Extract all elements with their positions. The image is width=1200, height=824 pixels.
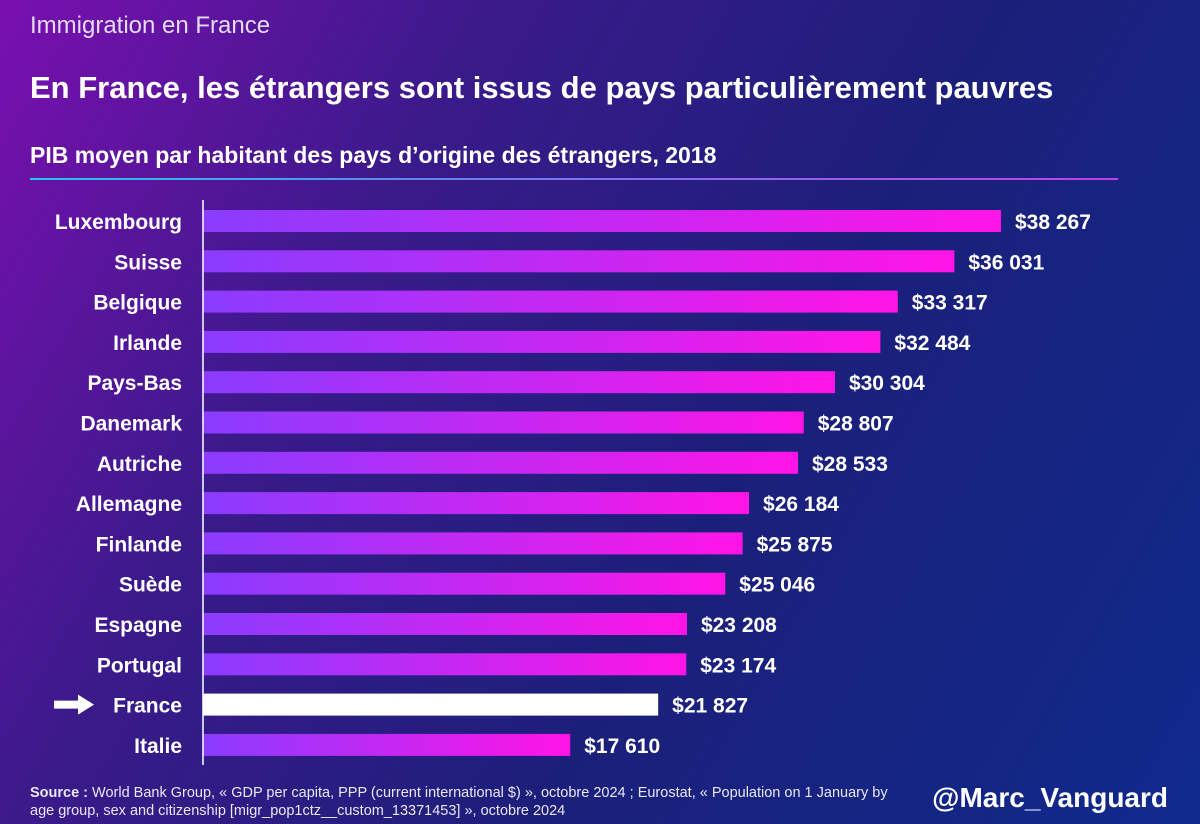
- value-label: $25 046: [739, 574, 815, 597]
- bar: [203, 411, 804, 434]
- bar: [203, 330, 881, 353]
- bar: [203, 250, 955, 273]
- bar: [203, 733, 571, 756]
- category-label: Pays-Bas: [87, 372, 182, 395]
- chart-title: En France, les étrangers sont issus de p…: [30, 70, 1054, 105]
- category-label: Portugal: [97, 654, 182, 677]
- category-label: Allemagne: [76, 493, 182, 516]
- category-label: Belgique: [93, 292, 182, 315]
- category-label: Italie: [134, 735, 182, 758]
- bar: [203, 653, 687, 676]
- category-label: Danemark: [80, 413, 182, 436]
- value-label: $23 208: [701, 614, 777, 637]
- category-label: France: [113, 695, 182, 718]
- value-label: $38 267: [1015, 211, 1091, 234]
- author-handle: @Marc_Vanguard: [932, 782, 1168, 813]
- category-label: Luxembourg: [55, 211, 182, 234]
- source-text: World Bank Group, « GDP per capita, PPP …: [30, 785, 888, 819]
- bar: [203, 532, 743, 555]
- bar: [203, 492, 750, 515]
- category-label: Suède: [119, 574, 182, 597]
- source-label: Source :: [30, 785, 89, 801]
- bar: [203, 210, 1001, 232]
- value-label: $32 484: [894, 332, 970, 355]
- title-divider: [30, 178, 1118, 180]
- category-label: Espagne: [94, 614, 182, 637]
- bar: [203, 693, 659, 716]
- value-label: $30 304: [849, 372, 925, 395]
- chart-subtitle: PIB moyen par habitant des pays d’origin…: [30, 142, 717, 168]
- source-note: Source : World Bank Group, « GDP per cap…: [30, 784, 910, 820]
- bar: [203, 572, 726, 595]
- category-label: Suisse: [114, 251, 182, 274]
- category-label: Irlande: [113, 332, 182, 355]
- value-label: $33 317: [912, 292, 988, 315]
- highlight-arrow-icon: [54, 694, 94, 715]
- value-label: $25 875: [757, 533, 833, 556]
- category-label: Autriche: [97, 453, 182, 476]
- value-label: $36 031: [968, 251, 1044, 274]
- bar: [203, 290, 898, 313]
- category-label: Finlande: [96, 533, 182, 556]
- value-label: $17 610: [584, 735, 660, 758]
- bar: [203, 451, 799, 474]
- value-label: $28 533: [812, 453, 888, 476]
- value-label: $26 184: [763, 493, 839, 516]
- value-label: $28 807: [818, 413, 894, 436]
- value-label: $23 174: [700, 654, 776, 677]
- bar: [203, 613, 687, 635]
- value-label: $21 827: [672, 695, 748, 718]
- bar: [203, 371, 835, 394]
- supertitle: Immigration en France: [30, 12, 271, 39]
